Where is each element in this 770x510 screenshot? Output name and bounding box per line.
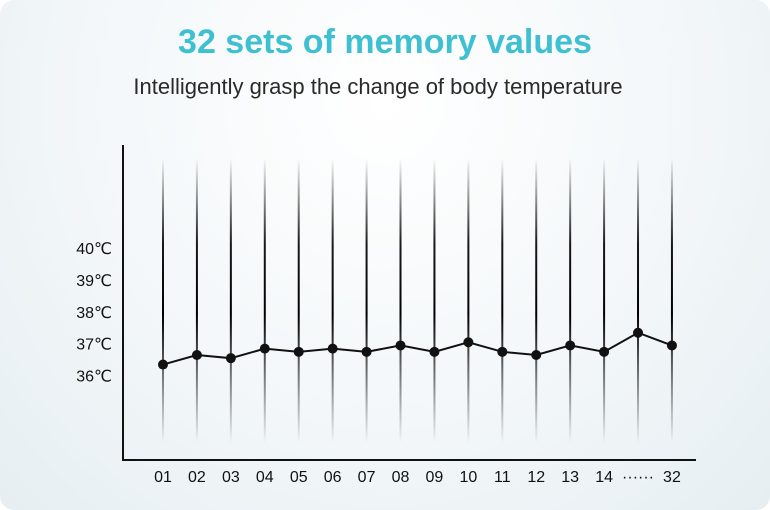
x-tick-label: 05 [290,469,308,486]
point [531,350,542,360]
chart-title: 32 sets of memory values [178,23,592,61]
point [259,343,270,354]
point [158,359,168,370]
guide-line [229,158,232,443]
guide-line [569,158,572,443]
chart-subtitle: Intelligently grasp the change of body t… [133,74,622,99]
point [463,337,474,348]
x-tick-label: 10 [459,469,477,486]
point [565,340,576,351]
point [497,346,508,357]
point [361,346,372,357]
x-tick-label: 03 [222,469,240,486]
point [395,340,406,351]
x-tick-label: 11 [494,469,511,486]
line [162,331,673,366]
y-tick-label: 37℃ [76,337,112,354]
guide-line [162,158,164,443]
y-tick-label: 36℃ [76,368,112,385]
x-tick-label: 08 [392,469,410,486]
guide-line [637,158,640,443]
guide-line [365,158,368,443]
y-tick-label: 38℃ [76,305,112,322]
point [191,350,202,360]
y-tick-label: 40℃ [76,241,112,258]
guide-line [195,158,198,443]
guide-line [501,158,504,443]
guide-line [263,158,266,443]
point [327,343,338,354]
guide-line [670,158,673,443]
guide-line [433,158,436,443]
guide-line [603,158,606,443]
x-tick-label: 02 [188,469,206,486]
x-tick-label: 12 [527,469,545,486]
x-tick-label: 09 [426,469,444,486]
y-tick-label: 39℃ [76,273,112,290]
x-tick-label: 32 [663,469,681,486]
x-tick-label: 07 [358,469,376,486]
x-tick-label: 01 [154,469,172,486]
point [225,353,236,364]
x-tick-label: 13 [561,469,579,486]
x-tick-label: ······ [622,469,654,486]
guide-line [297,158,300,443]
guide-line [467,158,470,443]
point [293,346,304,357]
x-tick-label: 14 [595,469,613,486]
guide-line [535,158,538,443]
x-tick-label: 04 [256,469,274,486]
point [633,327,644,338]
point [599,346,610,357]
point [429,346,440,357]
guide-line [331,158,334,443]
x-tick-label: 06 [324,469,342,486]
guide-line [399,158,402,443]
point [666,340,677,351]
